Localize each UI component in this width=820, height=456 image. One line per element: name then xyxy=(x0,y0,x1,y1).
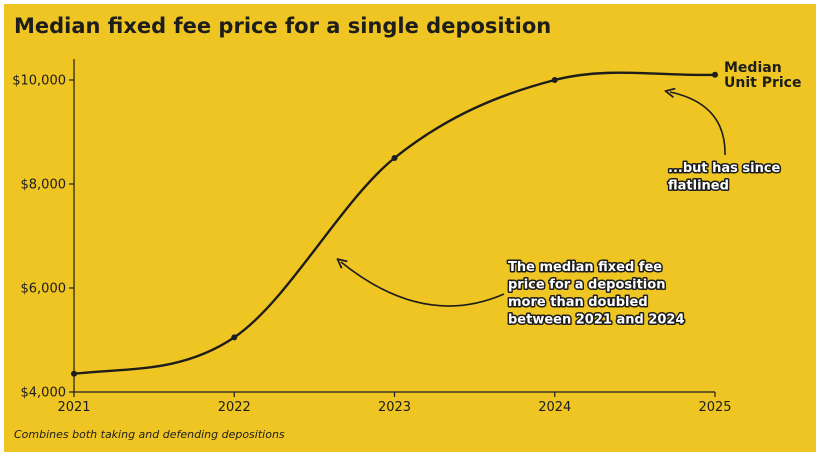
chart-title: Median fixed fee price for a single depo… xyxy=(14,14,552,38)
data-point xyxy=(231,334,238,341)
annotation-doubled-arrow xyxy=(341,262,505,307)
y-tick-label: $8,000 xyxy=(21,178,67,193)
data-point xyxy=(712,71,718,78)
annotation-flatlined-arrow xyxy=(670,92,726,156)
annotation-doubled-text: price for a deposition xyxy=(508,278,665,293)
y-tick-label: $6,000 xyxy=(21,282,67,297)
x-tick-label: 2025 xyxy=(698,400,731,415)
annotation-doubled-text: more than doubled xyxy=(508,295,648,310)
chart-footnote: Combines both taking and defending depos… xyxy=(14,428,285,441)
y-tick-label: $10,000 xyxy=(12,74,66,89)
annotation-doubled-text: The median fixed fee xyxy=(508,260,662,275)
chart-background: Median fixed fee price for a single depo… xyxy=(4,4,816,452)
annotation-doubled-text: between 2021 and 2024 xyxy=(508,313,685,328)
x-tick-label: 2022 xyxy=(218,400,251,415)
y-tick-label: $4,000 xyxy=(21,386,67,401)
series-label: Unit Price xyxy=(724,75,801,91)
x-tick-label: 2021 xyxy=(57,400,90,415)
series-label: Median xyxy=(724,60,782,76)
x-tick-label: 2023 xyxy=(378,400,411,415)
annotation-flatlined-text: ...but has since xyxy=(668,161,781,176)
data-point xyxy=(391,155,398,161)
annotation-flatlined-text: flatlined xyxy=(668,179,729,194)
series-line-median-unit-price xyxy=(73,71,716,375)
line-chart: $4,000 $6,000 $8,000 $10,000 2021 2022 2023 202… xyxy=(12,59,801,415)
data-point xyxy=(551,77,558,83)
x-tick-label: 2024 xyxy=(538,400,571,415)
data-point xyxy=(71,370,77,377)
